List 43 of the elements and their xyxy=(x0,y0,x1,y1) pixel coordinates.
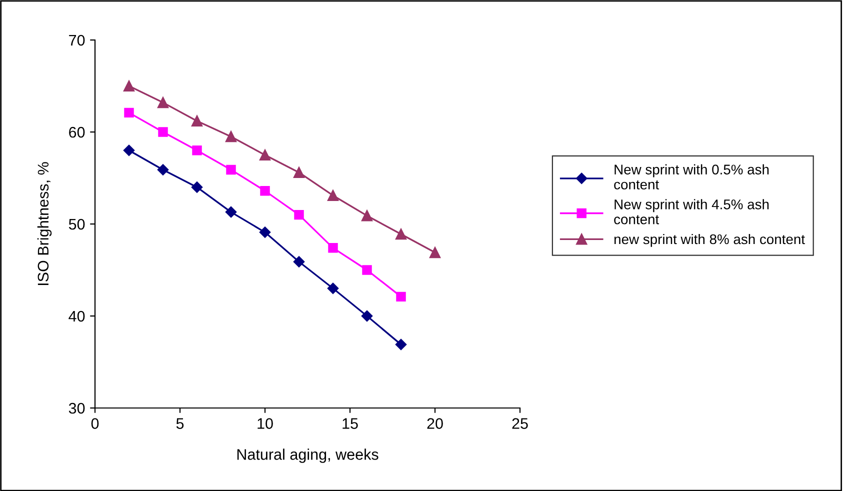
point xyxy=(395,338,407,350)
y-tick-label: 70 xyxy=(69,34,85,46)
x-tick-label: 15 xyxy=(342,418,358,429)
point xyxy=(157,97,169,108)
point xyxy=(191,182,203,193)
point xyxy=(259,226,271,238)
point xyxy=(362,265,372,275)
point xyxy=(158,127,168,137)
point xyxy=(396,292,406,302)
point xyxy=(395,228,407,240)
point xyxy=(192,146,202,156)
x-tick-label: 0 xyxy=(91,418,99,429)
point xyxy=(191,115,203,127)
point xyxy=(260,186,270,196)
x-axis-title: Natural aging, weeks xyxy=(237,448,378,463)
y-tick-label: 40 xyxy=(68,310,85,322)
legend-label: new sprint with 8% ash content xyxy=(614,234,805,247)
y-tick-label: 50 xyxy=(68,218,85,230)
y-tick-label: 30 xyxy=(68,402,85,414)
point xyxy=(327,190,339,202)
point xyxy=(157,164,169,176)
point xyxy=(123,144,135,156)
x-tick-label: 5 xyxy=(176,418,184,429)
y-axis-title: ISO Brightness, % xyxy=(37,162,52,285)
point xyxy=(259,149,271,161)
point xyxy=(294,210,304,220)
point xyxy=(361,310,373,322)
point xyxy=(293,166,305,178)
x-tick-label: 20 xyxy=(427,418,443,429)
x-tick-label: 25 xyxy=(512,418,528,429)
point xyxy=(328,243,338,253)
x-tick-label: 10 xyxy=(258,418,273,429)
legend-label: New sprint with 0.5% ash content xyxy=(614,164,769,190)
point xyxy=(226,164,236,175)
point xyxy=(225,131,237,142)
point xyxy=(124,108,134,118)
point xyxy=(225,206,237,218)
point xyxy=(327,282,339,294)
point xyxy=(361,210,373,222)
point xyxy=(429,246,441,258)
point xyxy=(123,80,135,92)
point xyxy=(293,256,305,268)
y-tick-label: 60 xyxy=(69,126,85,138)
